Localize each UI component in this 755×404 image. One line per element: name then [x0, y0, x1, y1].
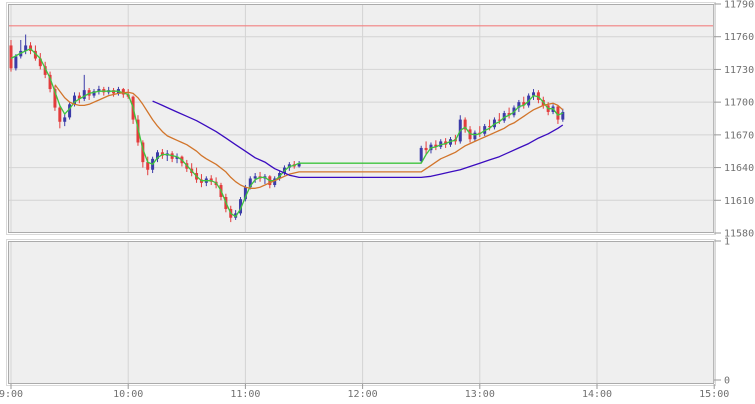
candle-body	[488, 126, 492, 128]
indicator-axis-label: 1	[724, 237, 730, 248]
candle-body	[33, 50, 37, 59]
candle-body	[141, 142, 145, 163]
indicator-panel-outer-border	[6, 239, 716, 386]
candle-body	[38, 58, 42, 67]
price-axis-label: 11670	[724, 130, 754, 141]
candle-body	[146, 162, 150, 170]
candle-body	[14, 56, 18, 69]
ma-fast-line	[10, 48, 564, 218]
candle-body	[556, 106, 560, 120]
indicator-axis-labels: 10	[714, 237, 730, 387]
indicator-panel-area[interactable]	[8, 241, 714, 384]
time-axis-label: 12:00	[348, 389, 378, 400]
candle-body	[522, 102, 526, 106]
candle-body	[53, 89, 57, 108]
price-axis-label: 11790	[724, 0, 754, 11]
time-axis-label: 11:00	[230, 389, 260, 400]
price-axis-label: 11580	[724, 229, 754, 240]
candle-body	[24, 45, 28, 51]
candle-body	[497, 119, 501, 121]
candle-body	[58, 107, 62, 122]
time-axis-label: 15:00	[699, 389, 729, 400]
ma-slow-line	[152, 100, 564, 179]
time-axis-labels: 9:00 10:00 11:00 12:00 13:00 14:00 15:00	[0, 384, 729, 400]
candle-body	[121, 89, 125, 95]
candle-body	[9, 45, 13, 69]
price-axis-label: 11760	[724, 32, 754, 43]
time-axis-label: 9:00	[0, 389, 23, 400]
candle-body	[424, 147, 428, 151]
candle-body	[48, 74, 52, 90]
indicator-axis-label: 0	[724, 376, 730, 387]
candle-body	[463, 119, 467, 130]
candle-body	[77, 95, 81, 99]
price-axis-label: 11640	[724, 163, 754, 174]
candle-body	[92, 91, 96, 96]
candle-body	[239, 199, 243, 214]
price-axis-labels: 11790 11760 11730 11700 11670 11640 11610 11580	[714, 0, 754, 240]
candle-body	[136, 119, 140, 143]
price-axis-label: 11730	[724, 65, 754, 76]
candle-body	[248, 178, 252, 188]
time-axis-label: 13:00	[465, 389, 495, 400]
candle-body	[473, 132, 477, 140]
candle-body	[97, 89, 101, 92]
candle-body	[68, 104, 72, 118]
candle-body	[253, 176, 257, 179]
ma-medium-line	[54, 84, 564, 189]
candle-body	[43, 66, 47, 75]
price-axis-label: 11700	[724, 98, 754, 109]
candle-body	[175, 156, 179, 159]
candle-body	[561, 111, 565, 120]
candle-body	[517, 102, 521, 108]
indicator-panel-grid	[10, 242, 715, 383]
time-axis-label: 10:00	[113, 389, 143, 400]
time-axis-label: 14:00	[582, 389, 612, 400]
price-panel-outer-border	[6, 2, 716, 235]
candle-body	[507, 113, 511, 116]
price-axis-label: 11610	[724, 196, 754, 207]
candle-body	[63, 117, 67, 122]
candle-body	[82, 90, 86, 99]
candle-body	[72, 95, 76, 105]
price-panel[interactable]	[6, 2, 716, 235]
indicator-panel[interactable]	[6, 239, 716, 386]
candle-body	[243, 187, 247, 200]
candle-body	[532, 92, 536, 96]
moving-average-lines	[10, 48, 564, 218]
price-panel-area[interactable]	[8, 4, 714, 233]
candle-body	[419, 147, 423, 162]
candle-body	[434, 144, 438, 147]
candle-body	[156, 152, 159, 159]
candle-body	[273, 178, 277, 186]
candle-body	[297, 163, 301, 167]
